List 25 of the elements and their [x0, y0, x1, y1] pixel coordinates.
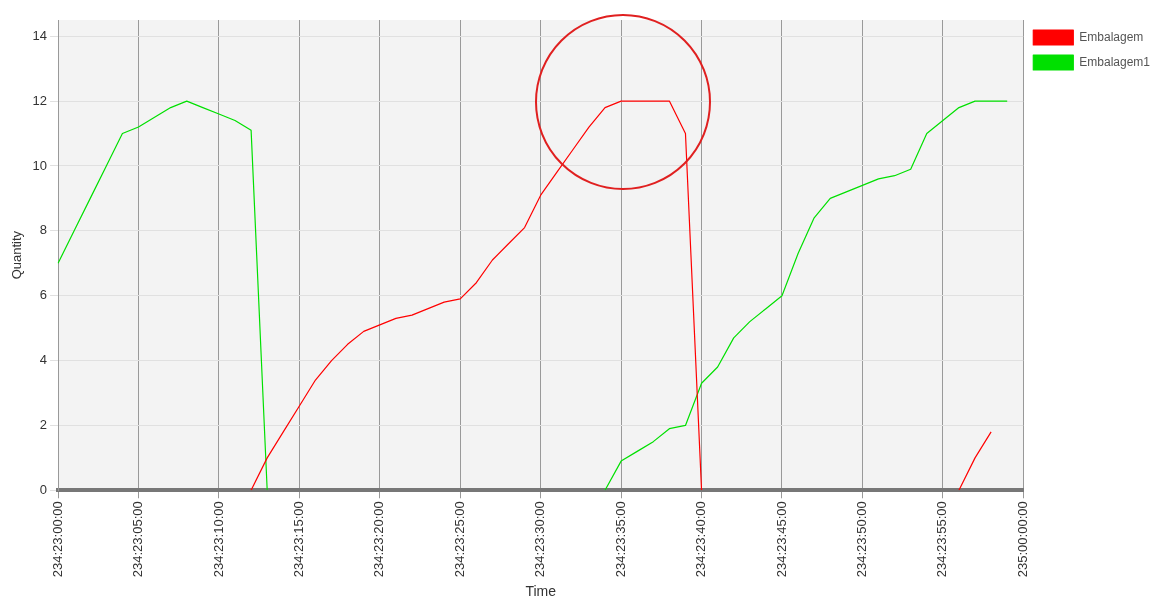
x-tick-label: 234:23:05:00	[130, 501, 146, 578]
y-tick-label: 4	[39, 352, 48, 368]
y-tick-label: 10	[32, 157, 48, 173]
y-tick-label: 2	[39, 417, 48, 432]
x-tick-label: 234:23:00:00	[49, 501, 65, 578]
x-tick-label: 234:23:25:00	[451, 501, 467, 578]
x-tick-label: 234:23:40:00	[693, 501, 709, 578]
y-tick-label: 0	[39, 481, 48, 497]
y-axis-title: Quantity	[9, 230, 25, 280]
x-tick-label: 234:23:35:00	[612, 501, 628, 578]
x-tick-label: 234:23:20:00	[371, 501, 387, 578]
y-tick-label: 8	[39, 222, 48, 238]
x-tick-label: 235:00:00:00	[1014, 501, 1030, 578]
y-tick-label: 6	[39, 287, 48, 303]
y-tick-label: 14	[32, 27, 48, 43]
x-tick-label: 234:23:15:00	[290, 501, 306, 578]
x-axis-title: Time	[525, 583, 557, 600]
legend-label: Embalagem	[1079, 29, 1144, 44]
x-tick-label: 234:23:10:00	[210, 501, 226, 578]
y-tick-label: 12	[32, 92, 48, 108]
x-tick-label: 234:23:30:00	[532, 501, 548, 578]
x-tick-label: 234:23:45:00	[773, 501, 789, 578]
legend-label: Embalagem1	[1079, 54, 1151, 69]
x-tick-label: 234:23:55:00	[934, 501, 950, 578]
x-tick-label: 234:23:50:00	[854, 501, 869, 578]
